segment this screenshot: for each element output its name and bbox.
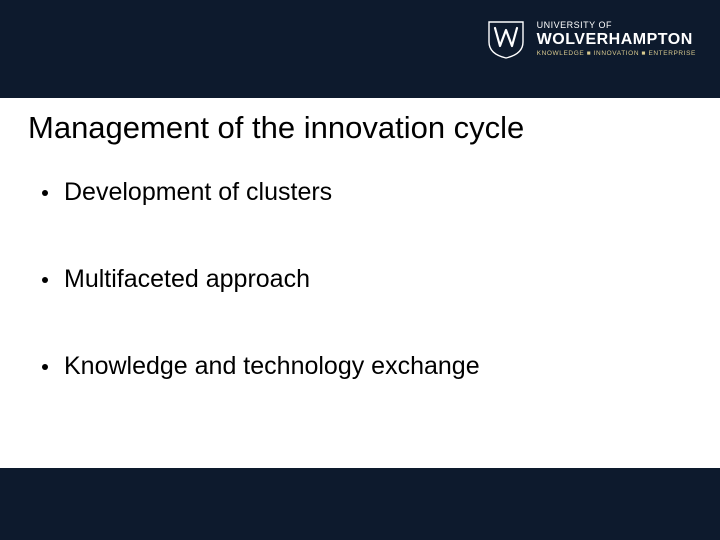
logo-tagline: KNOWLEDGE ■ INNOVATION ■ ENTERPRISE [537,50,696,57]
bullet-dot-icon [42,190,48,196]
bullet-list: Development of clusters Multifaceted app… [42,178,680,439]
footer-band [0,468,720,540]
bullet-item: Development of clusters [42,178,680,207]
bullet-dot-icon [42,364,48,370]
bullet-item: Knowledge and technology exchange [42,352,680,381]
bullet-dot-icon [42,277,48,283]
bullet-item: Multifaceted approach [42,265,680,294]
logo-shield-icon [485,18,527,60]
bullet-text: Knowledge and technology exchange [64,352,480,381]
slide-title: Management of the innovation cycle [28,110,524,146]
slide: UNIVERSITY OF WOLVERHAMPTON KNOWLEDGE ■ … [0,0,720,540]
bullet-text: Development of clusters [64,178,332,207]
logo-line2: WOLVERHAMPTON [537,31,696,49]
logo-text: UNIVERSITY OF WOLVERHAMPTON KNOWLEDGE ■ … [537,21,696,58]
logo-line1: UNIVERSITY OF [537,21,696,31]
bullet-text: Multifaceted approach [64,265,310,294]
university-logo: UNIVERSITY OF WOLVERHAMPTON KNOWLEDGE ■ … [485,18,696,60]
